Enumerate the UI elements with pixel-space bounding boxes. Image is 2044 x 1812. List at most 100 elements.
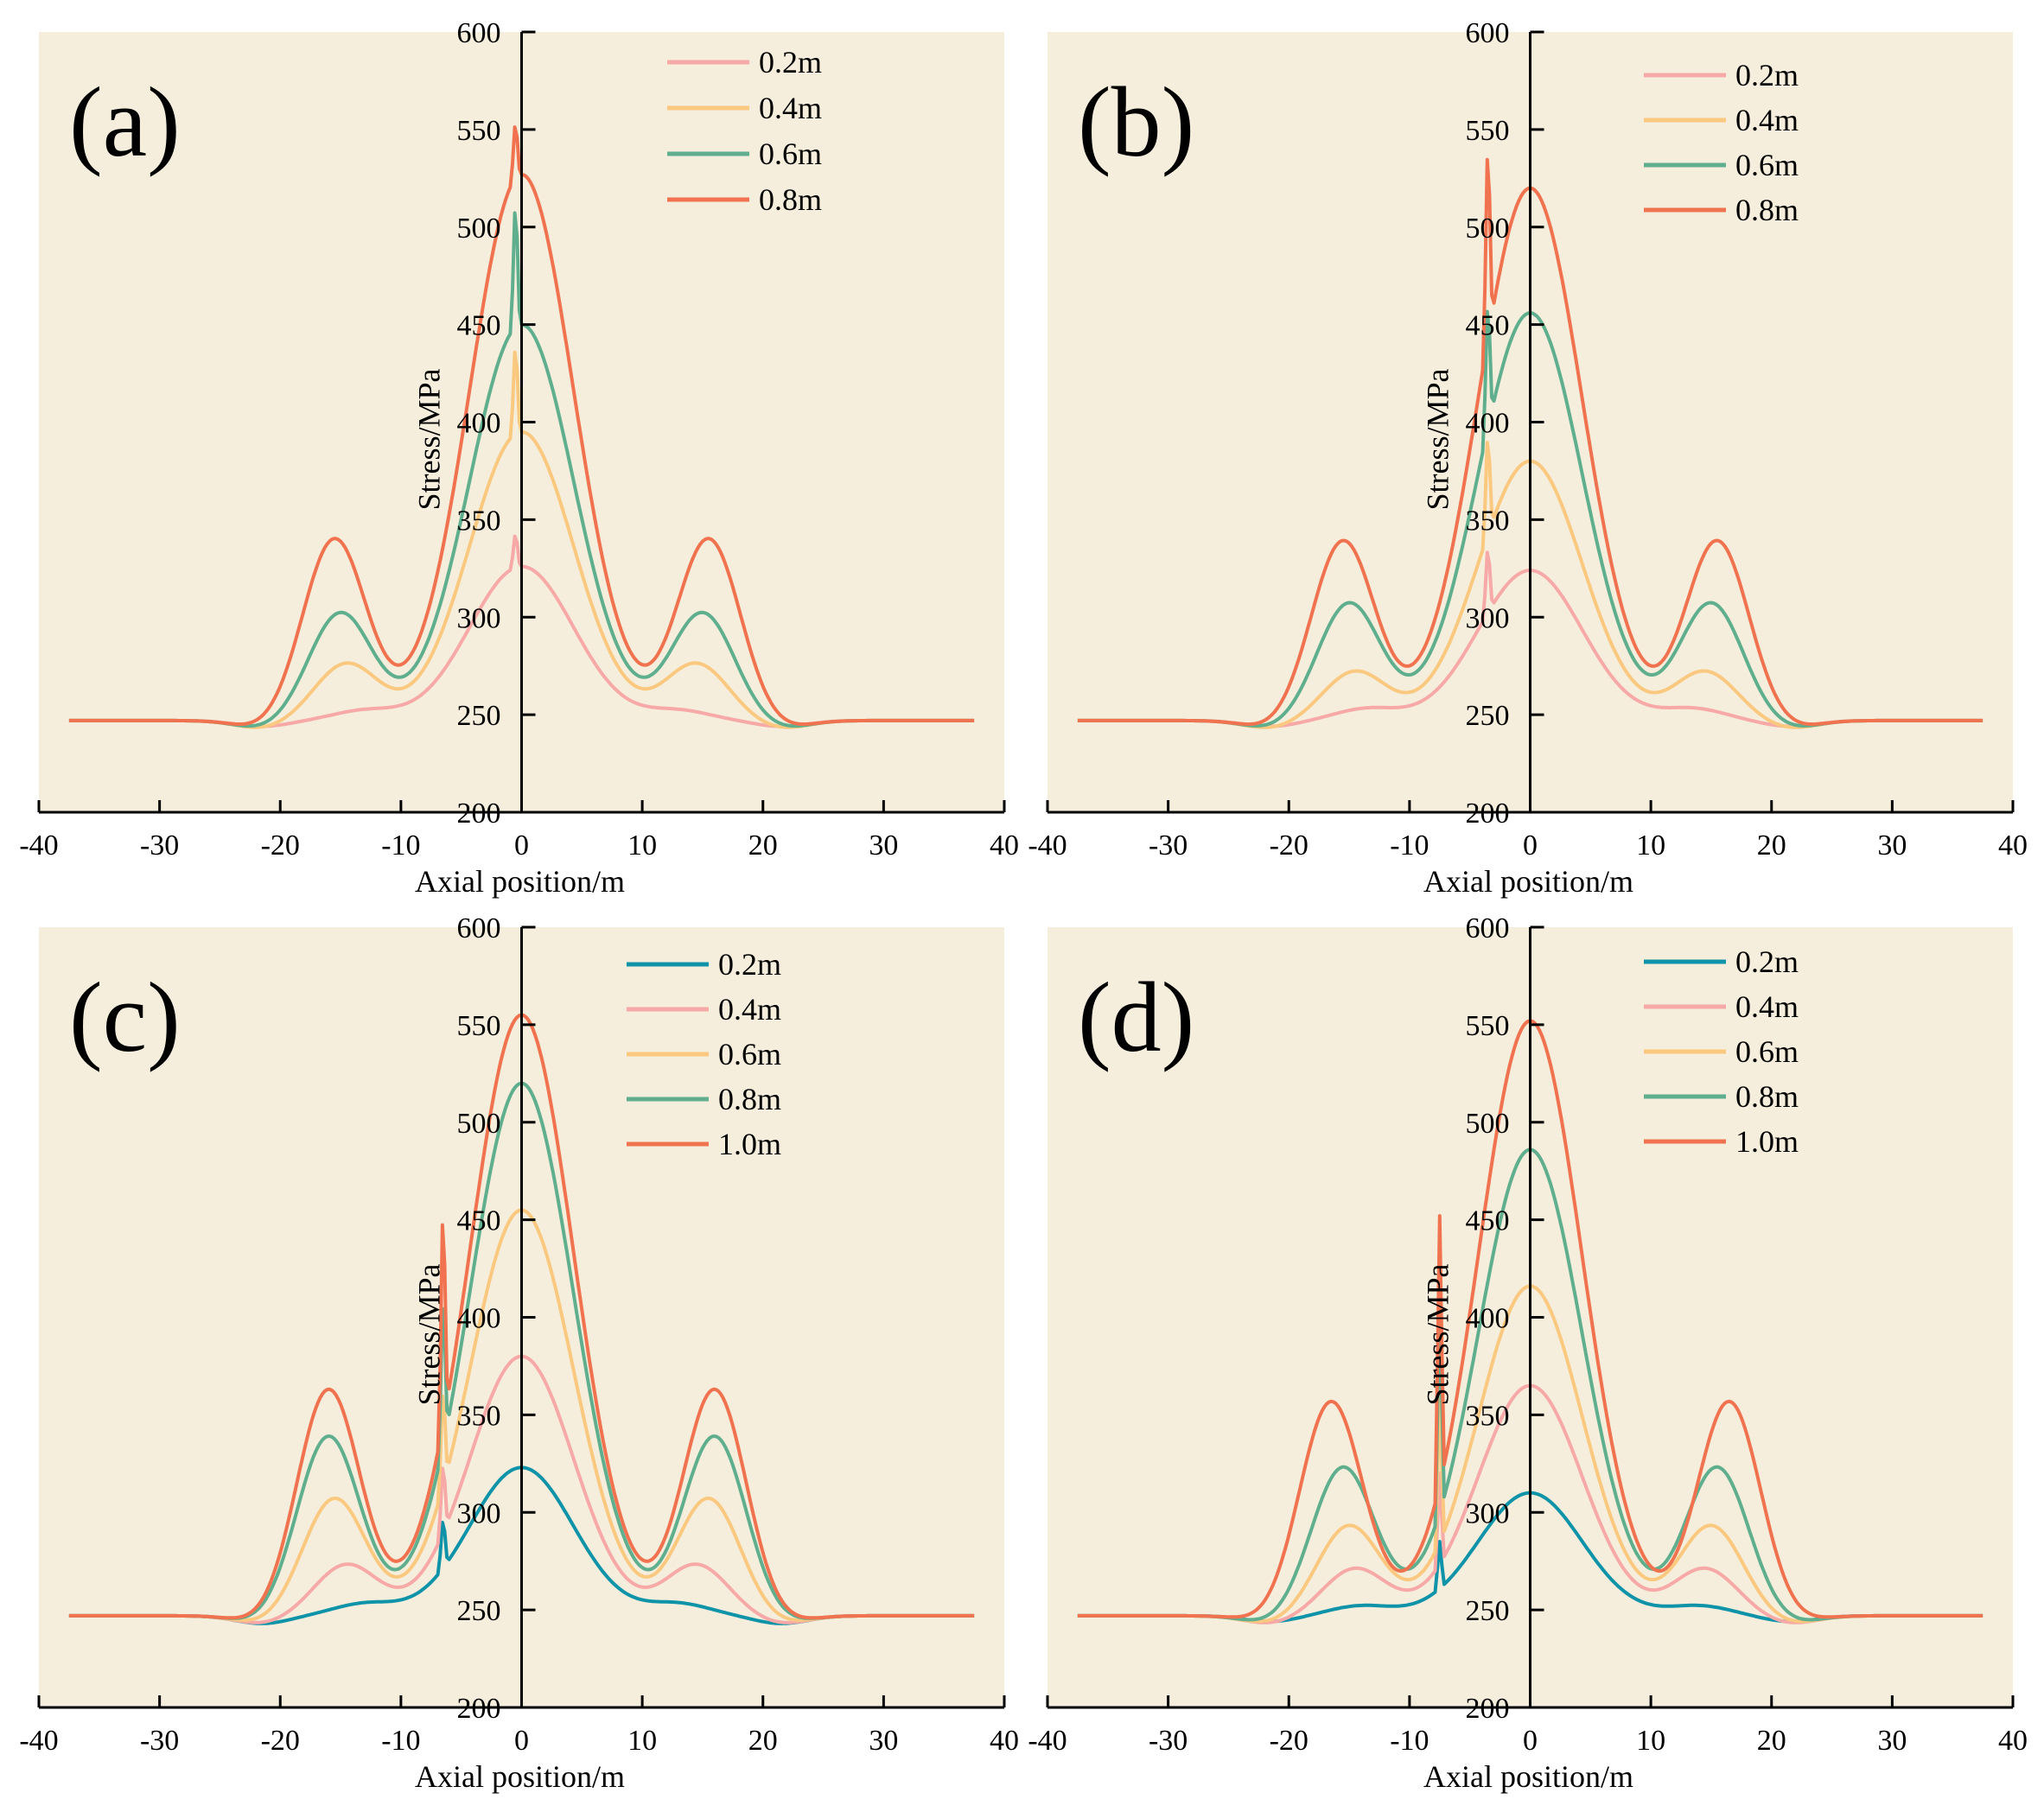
y-tick-label: 600 bbox=[1466, 17, 1510, 49]
y-tick-label: 250 bbox=[457, 1595, 501, 1627]
y-tick-label: 450 bbox=[457, 1205, 501, 1237]
x-tick-label: -10 bbox=[1390, 1725, 1429, 1757]
x-tick-label: 10 bbox=[627, 1725, 657, 1757]
x-tick-label: 30 bbox=[1877, 1725, 1907, 1757]
y-tick-label: 400 bbox=[457, 1303, 501, 1335]
y-tick-label: 500 bbox=[457, 213, 501, 245]
x-tick-label: 40 bbox=[990, 1725, 1019, 1757]
legend-label: 0.2m bbox=[718, 947, 781, 982]
y-tick-label: 400 bbox=[1466, 1303, 1510, 1335]
y-tick-label: 600 bbox=[1466, 912, 1510, 944]
x-tick-label: 0 bbox=[514, 830, 529, 861]
legend-label: 0.6m bbox=[1735, 1034, 1799, 1069]
x-tick-label: 10 bbox=[1636, 1725, 1665, 1757]
x-axis-title: Axial position/m bbox=[1423, 1759, 1633, 1794]
y-tick-label: 450 bbox=[1466, 1205, 1510, 1237]
x-tick-label: 30 bbox=[1877, 830, 1907, 861]
legend-label: 0.6m bbox=[759, 137, 822, 171]
legend-label: 0.8m bbox=[1735, 193, 1799, 227]
legend: 0.2m 0.4m 0.6m 0.8m bbox=[667, 45, 822, 217]
y-tick-label: 550 bbox=[457, 115, 501, 147]
x-tick-label: -30 bbox=[1149, 1725, 1188, 1757]
y-tick-label: 400 bbox=[1466, 408, 1510, 440]
x-tick-label: 20 bbox=[1757, 1725, 1786, 1757]
legend-label: 0.2m bbox=[759, 45, 822, 79]
y-tick-label: 250 bbox=[1466, 700, 1510, 732]
y-tick-label: 350 bbox=[457, 505, 501, 537]
y-tick-label: 250 bbox=[457, 700, 501, 732]
legend-label: 0.6m bbox=[718, 1037, 781, 1071]
x-tick-label: -30 bbox=[140, 830, 179, 861]
y-tick-label: 250 bbox=[1466, 1595, 1510, 1627]
y-tick-label: 200 bbox=[457, 1693, 501, 1725]
x-tick-label: -40 bbox=[19, 830, 58, 861]
y-tick-label: 350 bbox=[1466, 1400, 1510, 1432]
y-tick-label: 300 bbox=[457, 602, 501, 634]
x-tick-label: 10 bbox=[627, 830, 657, 861]
x-tick-label: 40 bbox=[990, 830, 1019, 861]
panel-label: (c) bbox=[69, 963, 181, 1073]
legend-label: 0.4m bbox=[759, 91, 822, 125]
y-axis-title: Stress/MPa bbox=[1421, 1263, 1455, 1405]
y-tick-label: 600 bbox=[457, 17, 501, 49]
x-tick-label: 20 bbox=[1757, 830, 1786, 861]
legend: 0.2m 0.4m 0.6m 0.8m 1.0m bbox=[627, 947, 781, 1161]
x-tick-label: -30 bbox=[140, 1725, 179, 1757]
x-tick-label: -10 bbox=[1390, 830, 1429, 861]
y-tick-label: 300 bbox=[1466, 602, 1510, 634]
y-tick-label: 450 bbox=[1466, 310, 1510, 342]
x-tick-label: 20 bbox=[748, 830, 778, 861]
legend-label: 0.8m bbox=[718, 1082, 781, 1116]
x-tick-label: -20 bbox=[261, 830, 300, 861]
x-axis-title: Axial position/m bbox=[415, 864, 625, 899]
x-tick-label: -40 bbox=[1028, 830, 1067, 861]
x-tick-label: -20 bbox=[261, 1725, 300, 1757]
x-axis-title: Axial position/m bbox=[415, 1759, 625, 1794]
legend-label: 0.8m bbox=[1735, 1079, 1799, 1114]
x-tick-label: 40 bbox=[1998, 1725, 2028, 1757]
legend: 0.2m 0.4m 0.6m 0.8m bbox=[1644, 58, 1799, 227]
y-tick-label: 550 bbox=[457, 1010, 501, 1042]
x-tick-label: 30 bbox=[869, 830, 898, 861]
panel-label: (d) bbox=[1078, 963, 1194, 1073]
y-tick-label: 500 bbox=[1466, 213, 1510, 245]
chart-panel-1: (a) -40 -30 -20 -10 0 10 20 30 40 200 250 300 350 400 4… bbox=[19, 17, 1019, 899]
chart-panel-2: (b) -40 -30 -20 -10 0 10 20 30 40 200 250 300 350 400 4… bbox=[1028, 17, 2028, 899]
x-tick-label: -20 bbox=[1270, 1725, 1309, 1757]
y-tick-label: 550 bbox=[1466, 115, 1510, 147]
legend-label: 0.2m bbox=[1735, 944, 1799, 979]
x-tick-label: -10 bbox=[381, 830, 420, 861]
y-axis-title: Stress/MPa bbox=[1421, 368, 1455, 510]
x-tick-label: 20 bbox=[748, 1725, 778, 1757]
legend-label: 1.0m bbox=[718, 1127, 781, 1161]
x-tick-label: 0 bbox=[1523, 1725, 1538, 1757]
y-tick-label: 200 bbox=[1466, 798, 1510, 830]
x-tick-label: -30 bbox=[1149, 830, 1188, 861]
chart-panel-3: (c) -40 -30 -20 -10 0 10 20 30 40 200 250 300 350 400 4… bbox=[19, 912, 1019, 1794]
y-tick-label: 500 bbox=[1466, 1108, 1510, 1140]
x-tick-label: 0 bbox=[1523, 830, 1538, 861]
x-tick-label: 0 bbox=[514, 1725, 529, 1757]
x-tick-label: -10 bbox=[381, 1725, 420, 1757]
y-tick-label: 300 bbox=[457, 1497, 501, 1529]
y-tick-label: 600 bbox=[457, 912, 501, 944]
y-tick-label: 450 bbox=[457, 310, 501, 342]
y-tick-label: 200 bbox=[457, 798, 501, 830]
legend: 0.2m 0.4m 0.6m 0.8m 1.0m bbox=[1644, 944, 1799, 1159]
x-tick-label: -20 bbox=[1270, 830, 1309, 861]
legend-label: 0.8m bbox=[759, 182, 822, 217]
y-tick-label: 400 bbox=[457, 408, 501, 440]
y-tick-label: 550 bbox=[1466, 1010, 1510, 1042]
chart-panel-4: (d) -40 -30 -20 -10 0 10 20 30 40 200 250 300 350 400 4… bbox=[1028, 912, 2028, 1794]
legend-label: 0.2m bbox=[1735, 58, 1799, 92]
x-tick-label: 30 bbox=[869, 1725, 898, 1757]
y-tick-label: 200 bbox=[1466, 1693, 1510, 1725]
y-tick-label: 350 bbox=[1466, 505, 1510, 537]
y-axis-title: Stress/MPa bbox=[412, 368, 447, 510]
panel-label: (b) bbox=[1078, 67, 1194, 178]
y-axis-title: Stress/MPa bbox=[412, 1263, 447, 1405]
y-tick-label: 300 bbox=[1466, 1497, 1510, 1529]
x-tick-label: -40 bbox=[1028, 1725, 1067, 1757]
x-axis-title: Axial position/m bbox=[1423, 864, 1633, 899]
x-tick-label: -40 bbox=[19, 1725, 58, 1757]
